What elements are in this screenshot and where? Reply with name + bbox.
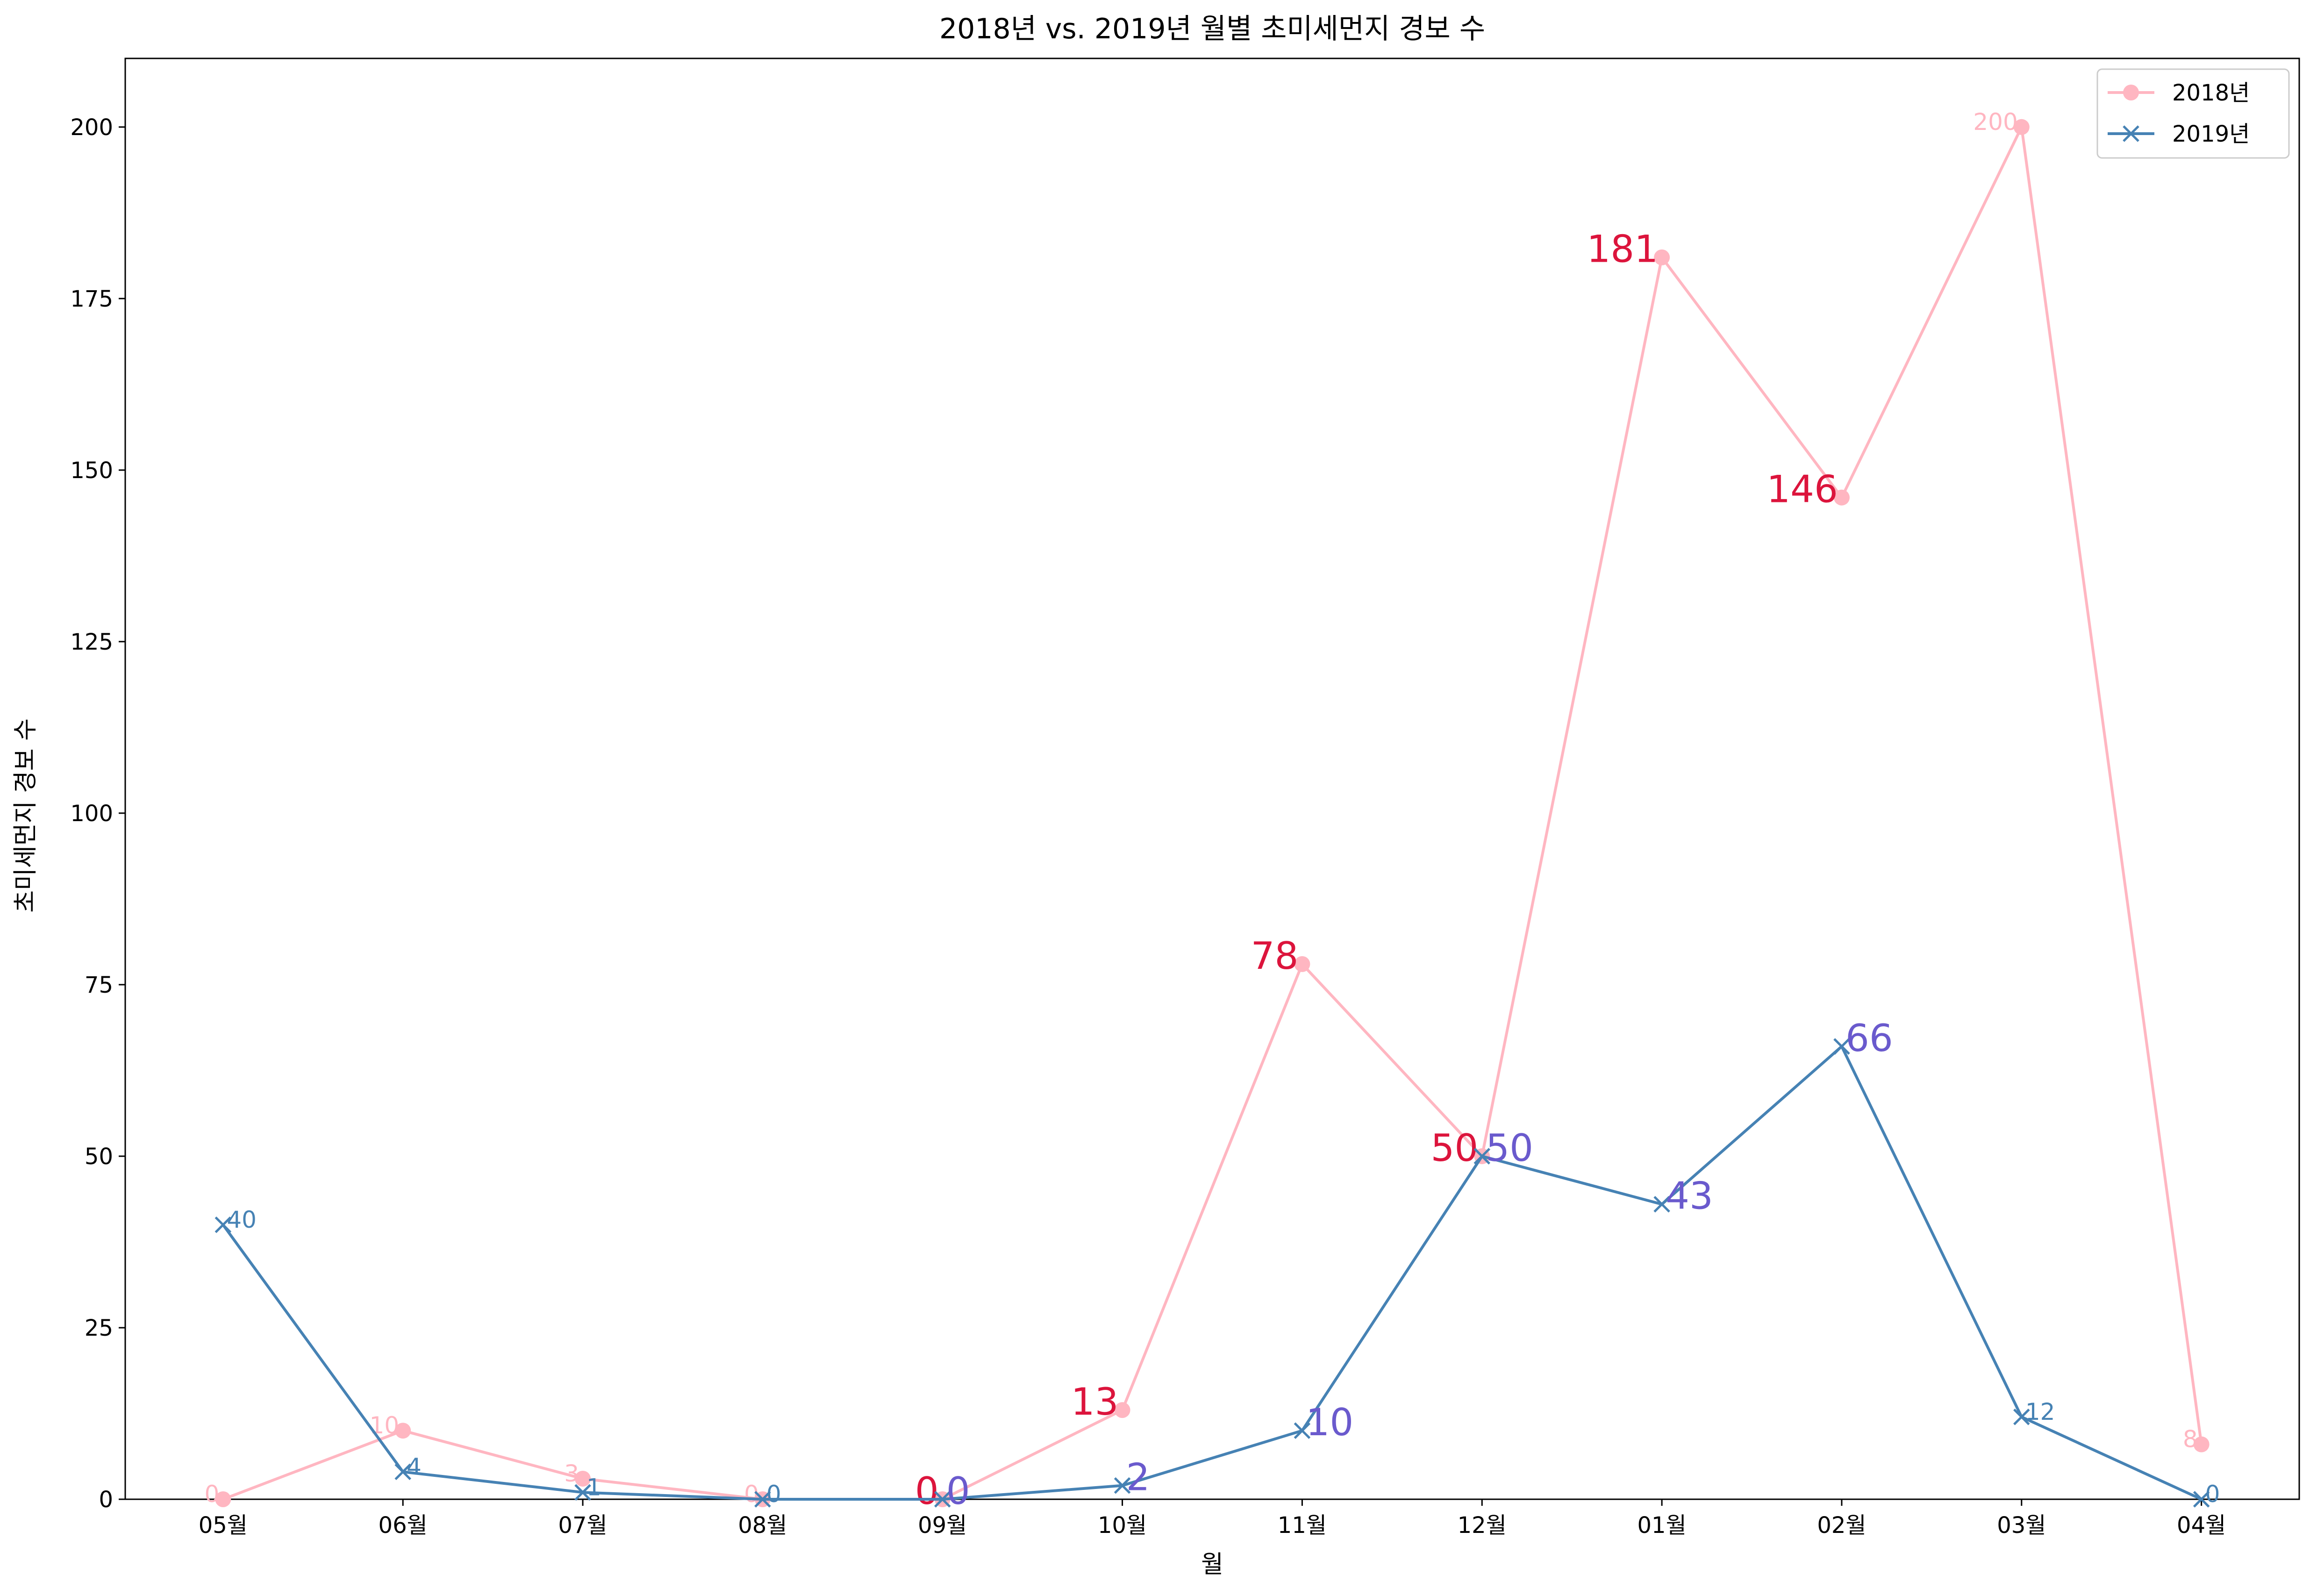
y-tick-label: 75 [85, 972, 113, 998]
data-point [2193, 1491, 2210, 1508]
legend: 2018년 2019년 [2096, 68, 2290, 159]
data-point [1653, 1195, 1670, 1213]
x-axis-label: 월 [1201, 1551, 1223, 1579]
y-tick-label: 25 [85, 1315, 113, 1341]
data-label: 13 [1071, 1380, 1119, 1424]
data-label: 43 [1666, 1174, 1713, 1218]
data-point [1833, 489, 1850, 506]
y-tick-label: 50 [85, 1144, 113, 1170]
x-tick-label: 12월 [1458, 1512, 1507, 1539]
data-point [575, 1470, 591, 1487]
data-label: 10 [370, 1412, 400, 1439]
data-point [394, 1463, 411, 1481]
data-label: 3 [564, 1460, 579, 1487]
data-label: 1 [586, 1474, 601, 1501]
data-label: 200 [1973, 108, 2017, 136]
data-label: 50 [1430, 1126, 1478, 1170]
data-label: 10 [1306, 1401, 1353, 1444]
data-label: 181 [1587, 228, 1658, 271]
data-point [1473, 1148, 1491, 1165]
data-point [754, 1491, 771, 1508]
x-tick-label: 01월 [1637, 1512, 1686, 1539]
x-tick-label: 02월 [1817, 1512, 1866, 1539]
y-tick-label: 150 [70, 458, 113, 484]
data-label: 40 [227, 1206, 257, 1233]
y-tick-label: 200 [70, 115, 113, 141]
data-label: 50 [1486, 1126, 1533, 1170]
x-tick-label: 11월 [1278, 1512, 1327, 1539]
data-label: 0 [766, 1481, 781, 1508]
legend-label-2: 2019년 [2172, 121, 2250, 147]
x-tick-label: 10월 [1098, 1512, 1147, 1539]
plot-frame [124, 57, 2300, 1500]
legend-label-1: 2018년 [2172, 80, 2250, 106]
data-point [934, 1491, 951, 1508]
y-tick-label: 100 [70, 801, 113, 827]
y-tick-label: 125 [70, 629, 113, 655]
data-label: 4 [407, 1453, 422, 1480]
data-label: 66 [1845, 1016, 1893, 1060]
data-point [1294, 956, 1310, 972]
y-tick-label: 0 [99, 1487, 113, 1513]
data-label: 2 [1126, 1456, 1150, 1499]
data-label: 146 [1766, 468, 1838, 511]
data-point [1654, 249, 1670, 265]
chart-title: 2018년 vs. 2019년 월별 초미세먼지 경보 수 [939, 13, 1485, 45]
data-label: 78 [1251, 934, 1299, 978]
series-line-1 [222, 125, 2203, 1501]
x-tick-label: 05월 [199, 1512, 248, 1539]
y-tick-label: 175 [70, 286, 113, 312]
data-point [1294, 1422, 1311, 1439]
data-point [1114, 1477, 1131, 1494]
data-label: 0 [205, 1481, 220, 1508]
data-point [574, 1484, 591, 1501]
data-label: 8 [2183, 1426, 2198, 1453]
legend-marker-x [2123, 125, 2139, 142]
data-point [1114, 1402, 1130, 1418]
x-tick-label: 03월 [1997, 1512, 2046, 1539]
x-tick-label: 08월 [738, 1512, 787, 1539]
series-line-2 [222, 1045, 2202, 1501]
x-tick-label: 07월 [558, 1512, 607, 1539]
data-point [215, 1216, 232, 1233]
data-label: 0 [946, 1469, 970, 1513]
data-point [2193, 1436, 2210, 1453]
data-point [395, 1423, 411, 1439]
legend-marker-circle [2123, 85, 2139, 100]
data-point [2013, 119, 2030, 135]
data-label: 12 [2025, 1398, 2055, 1425]
x-tick-label: 06월 [379, 1512, 428, 1539]
data-label: 0 [2205, 1481, 2220, 1508]
x-tick-label: 04월 [2177, 1512, 2226, 1539]
data-point [215, 1491, 231, 1507]
y-axis-label: 초미세먼지 경보 수 [12, 718, 40, 913]
x-tick-label: 09월 [918, 1512, 967, 1539]
data-point [2013, 1409, 2030, 1425]
data-point [1833, 1038, 1850, 1055]
